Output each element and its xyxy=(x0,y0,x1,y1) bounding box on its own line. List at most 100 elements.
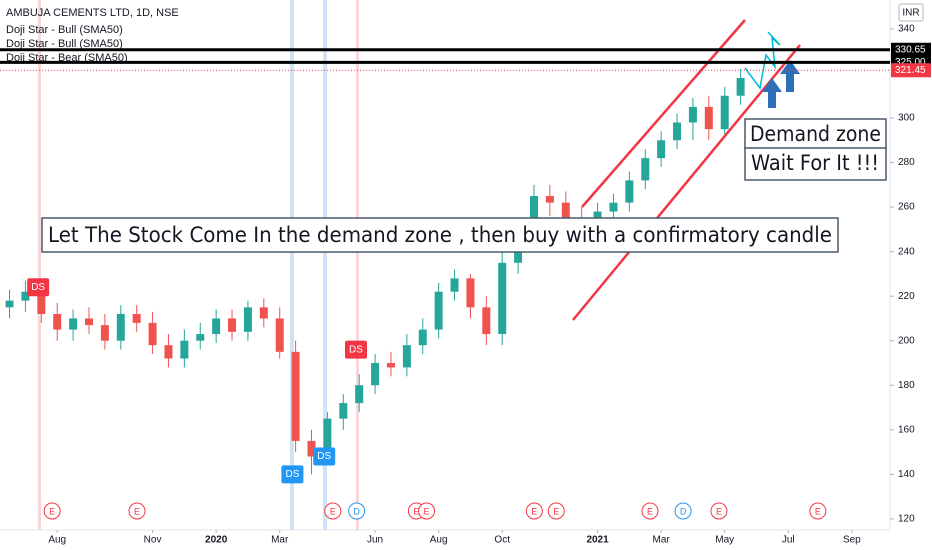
candle-body xyxy=(212,318,221,335)
candle-body xyxy=(291,351,300,441)
chart-title: AMBUJA CEMENTS LTD, 1D, NSE xyxy=(6,7,179,19)
candle-body xyxy=(704,106,713,130)
candle-body xyxy=(482,307,491,335)
x-tick-label: May xyxy=(715,535,734,546)
x-tick-label: 2020 xyxy=(205,535,228,546)
event-circle xyxy=(525,502,543,520)
candle-body xyxy=(530,195,538,230)
y-tick-label: 140 xyxy=(898,469,915,480)
highlight-bar xyxy=(290,0,294,530)
x-tick-label: Jun xyxy=(367,535,383,546)
annotation: Wait For It !!! xyxy=(751,151,879,175)
candle-body xyxy=(37,291,46,314)
event-label: E xyxy=(815,506,821,516)
annotation: Demand zone xyxy=(750,122,881,146)
candle-body xyxy=(720,95,729,130)
candle-body xyxy=(625,180,634,203)
candle-body xyxy=(243,307,252,332)
trend-line xyxy=(572,44,801,321)
x-tick-label: 2021 xyxy=(586,535,609,546)
candle-body xyxy=(434,291,443,330)
annotation-box xyxy=(744,147,887,181)
event-label: E xyxy=(716,506,722,516)
candle-body xyxy=(561,202,570,219)
pattern-marker: DS xyxy=(313,447,336,466)
candle-body xyxy=(228,318,237,332)
marker-box xyxy=(27,278,50,297)
event-circle xyxy=(641,502,659,520)
candle-body xyxy=(609,202,618,212)
event-label: E xyxy=(330,506,336,516)
event-circle xyxy=(547,502,565,520)
candle-body xyxy=(498,262,507,335)
candle-body xyxy=(85,318,93,326)
annotation-box xyxy=(41,217,839,253)
trend-line xyxy=(581,19,746,208)
candle-body xyxy=(116,313,125,341)
legend: AMBUJA CEMENTS LTD, 1D, NSE Doji Star - … xyxy=(6,7,179,64)
candle-body xyxy=(275,318,284,352)
marker-box xyxy=(313,447,336,466)
annotation-box xyxy=(744,118,887,150)
x-tick-label: Sep xyxy=(843,535,861,546)
candle-body xyxy=(657,140,666,159)
y-tick-label: 280 xyxy=(898,157,915,168)
y-tick-label: 180 xyxy=(898,380,915,391)
y-tick-label: 200 xyxy=(898,335,915,346)
currency-box xyxy=(898,3,924,22)
x-tick-label: Aug xyxy=(48,535,66,546)
candle-body xyxy=(736,77,745,96)
event-label: E xyxy=(424,506,430,516)
event-circle xyxy=(809,502,827,520)
highlights xyxy=(38,0,359,530)
path-drawing xyxy=(744,31,781,90)
candle-body xyxy=(641,158,650,181)
candle-body xyxy=(323,418,332,457)
x-tick-label: Mar xyxy=(271,535,289,546)
candle-body xyxy=(164,345,173,359)
event-circle xyxy=(128,502,146,520)
candle-body xyxy=(402,345,411,368)
x-tick-label: Aug xyxy=(430,535,448,546)
candle-body xyxy=(545,195,554,203)
arrow xyxy=(762,78,782,108)
candle-body xyxy=(673,122,682,141)
pattern-marker: DS xyxy=(345,340,367,359)
x-tick-label: Jul xyxy=(782,535,795,546)
event-circle xyxy=(348,502,366,520)
candle-body xyxy=(307,440,316,457)
price-badge xyxy=(891,42,931,57)
marker-label: DS xyxy=(349,344,363,355)
candle-body xyxy=(339,403,348,419)
price-badge-label: 321.45 xyxy=(895,65,926,76)
candle-body xyxy=(355,385,364,404)
event-label: D xyxy=(353,506,360,516)
candle-body xyxy=(688,106,697,123)
plot xyxy=(5,69,745,475)
arrow xyxy=(780,60,800,92)
event-label: E xyxy=(134,506,140,516)
candle-body xyxy=(466,278,475,308)
x-tick-label: Mar xyxy=(653,535,671,546)
price-badge-label: 325.00 xyxy=(895,57,926,68)
pattern-marker: DS xyxy=(281,465,304,484)
candle-body xyxy=(371,362,380,386)
candle-body xyxy=(100,325,109,341)
event-label: E xyxy=(49,506,55,516)
event-circle xyxy=(710,502,728,520)
currency: INR xyxy=(902,8,919,19)
y-tick-label: 340 xyxy=(898,24,915,35)
x-tick-label: Nov xyxy=(144,535,162,546)
candle-body xyxy=(450,278,459,292)
marker-box xyxy=(345,340,367,359)
candle-body xyxy=(5,300,14,308)
candle-body xyxy=(180,340,189,359)
y-tick-label: 300 xyxy=(898,113,915,124)
event-label: D xyxy=(680,506,687,516)
indicator-name: Doji Star - Bull (SMA50) xyxy=(6,38,123,50)
indicator-name: Doji Star - Bull (SMA50) xyxy=(6,24,123,36)
annotation: Let The Stock Come In the demand zone , … xyxy=(48,223,832,247)
marker-box xyxy=(281,465,304,484)
event-circle xyxy=(324,502,342,520)
